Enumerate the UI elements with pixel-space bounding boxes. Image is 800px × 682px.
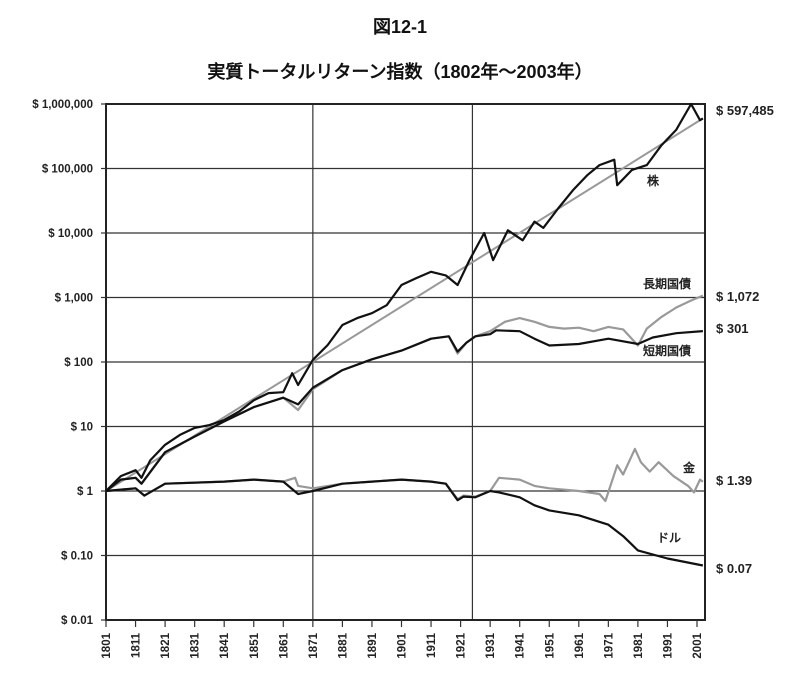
chart-title: 実質トータルリターン指数（1802年～2003年） xyxy=(207,61,592,82)
series-line-長期国債 xyxy=(105,294,704,492)
series-line-株 xyxy=(105,102,704,492)
y-tick-label: $ 1,000 xyxy=(55,293,93,305)
y-tick-label: $ 1,000,000 xyxy=(32,99,93,111)
label-dollar: ドル xyxy=(657,531,681,545)
y-tick-label: $ 10 xyxy=(71,422,93,434)
y-tick-label: $ 100,000 xyxy=(42,164,93,176)
label-stocks: 株 xyxy=(647,173,660,188)
label-gold: 金 xyxy=(682,460,696,475)
series-line-金 xyxy=(105,447,704,503)
x-tick-label: 1921 xyxy=(456,632,468,658)
figure-label: 図12-1 xyxy=(373,17,427,37)
gridlines xyxy=(105,103,706,621)
y-tick-label: $ 0.10 xyxy=(61,551,93,563)
x-tick-label: 1861 xyxy=(278,632,290,658)
x-tick-label: 1941 xyxy=(515,632,527,658)
x-tick-label: 1961 xyxy=(574,632,586,658)
x-tick-label: 1831 xyxy=(190,632,202,658)
y-tick-label: $ 1 xyxy=(77,486,94,498)
end-value-stocks: $ 597,485 xyxy=(716,103,774,118)
x-tick-label: 1931 xyxy=(485,632,497,658)
x-tick-label: 1881 xyxy=(337,632,349,658)
y-tick-label: $ 10,000 xyxy=(48,228,93,240)
x-tick-label: 1981 xyxy=(633,632,645,658)
label-bills: 短期国債 xyxy=(643,343,691,358)
x-tick-label: 1911 xyxy=(426,632,438,658)
x-tick-label: 1821 xyxy=(160,632,172,658)
x-tick-label: 1811 xyxy=(131,632,143,658)
axis-ticks: $ 1,000,000 $ 100,000 $ 10,000 $ 1,000 $ 100… xyxy=(32,99,704,659)
series-line-ドル xyxy=(105,478,704,567)
x-tick-label: 1951 xyxy=(544,632,556,658)
x-tick-label: 1801 xyxy=(101,632,113,658)
x-tick-label: 1971 xyxy=(603,632,615,658)
series-line-短期国債 xyxy=(105,329,703,492)
x-tick-label: 2001 xyxy=(692,632,704,658)
series-lines xyxy=(105,102,704,567)
x-tick-label: 1891 xyxy=(367,632,379,658)
x-tick-label: 1851 xyxy=(249,632,261,658)
x-tick-label: 1991 xyxy=(662,632,674,658)
y-tick-label: $ 0.01 xyxy=(61,615,94,627)
end-value-long-bonds: $ 1,072 xyxy=(716,289,759,304)
series-labels: 株 長期国債 短期国債 金 ドル $ 597,485 $ 1,072 $ 301… xyxy=(643,103,774,576)
x-tick-label: 1901 xyxy=(397,632,409,658)
x-tick-label: 1841 xyxy=(219,632,231,658)
y-tick-label: $ 100 xyxy=(64,357,93,369)
end-value-gold: $ 1.39 xyxy=(716,473,752,488)
x-tick-label: 1871 xyxy=(308,632,320,658)
end-value-dollar: $ 0.07 xyxy=(716,561,752,576)
end-value-bills: $ 301 xyxy=(716,321,749,336)
stocks-trend-line xyxy=(105,117,704,492)
label-long-bonds: 長期国債 xyxy=(643,276,691,291)
